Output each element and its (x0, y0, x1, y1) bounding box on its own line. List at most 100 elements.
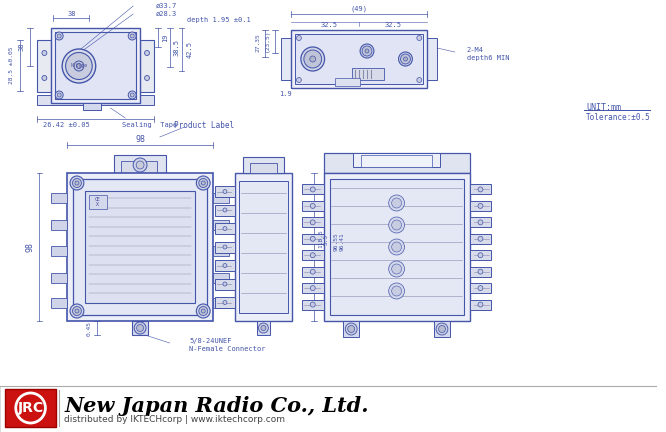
Bar (281, 38, 291, 80)
Bar (470, 234, 492, 244)
Circle shape (196, 176, 210, 190)
Text: 26.42 ±0.05: 26.42 ±0.05 (43, 122, 89, 128)
Bar (470, 250, 492, 260)
Bar (51, 273, 67, 283)
Circle shape (389, 217, 404, 233)
Circle shape (73, 306, 81, 315)
Circle shape (301, 47, 324, 71)
Bar (83, 103, 101, 110)
Circle shape (134, 322, 146, 334)
Circle shape (70, 304, 84, 318)
Text: 98: 98 (135, 134, 145, 143)
Circle shape (438, 325, 446, 333)
Bar (302, 234, 324, 244)
Bar (302, 250, 324, 260)
Text: 118.5
5.5: 118.5 5.5 (318, 230, 329, 248)
Circle shape (201, 181, 205, 185)
Bar (0, 386, 657, 432)
Bar (213, 273, 229, 283)
Circle shape (310, 220, 315, 225)
Bar (73, 179, 207, 315)
Bar (470, 184, 492, 194)
Circle shape (198, 178, 208, 187)
Bar (215, 186, 235, 197)
Circle shape (389, 261, 404, 277)
Circle shape (129, 91, 136, 99)
Bar (213, 220, 229, 230)
Text: 98: 98 (25, 242, 34, 252)
Bar (213, 246, 229, 256)
Bar (302, 217, 324, 227)
Circle shape (223, 208, 227, 212)
Text: N-type: N-type (71, 64, 87, 69)
Text: 42.5: 42.5 (186, 41, 192, 57)
Bar (584, 110, 651, 111)
Circle shape (389, 195, 404, 211)
Bar (353, 153, 440, 167)
Circle shape (70, 176, 84, 190)
Circle shape (478, 236, 483, 241)
Circle shape (62, 49, 96, 83)
Text: distributed by IKTECHcorp | www.iktechcorp.com: distributed by IKTECHcorp | www.iktechco… (64, 416, 285, 425)
Bar (295, 34, 423, 84)
Circle shape (362, 46, 372, 56)
Bar (121, 161, 157, 173)
Circle shape (310, 253, 315, 258)
Circle shape (196, 304, 210, 318)
Circle shape (201, 309, 205, 313)
Bar (324, 153, 470, 173)
Text: ø33.7: ø33.7 (156, 3, 177, 9)
Text: depth6 MIN: depth6 MIN (467, 55, 509, 61)
Text: 96.55
96.41: 96.55 96.41 (334, 232, 345, 251)
Circle shape (73, 178, 81, 187)
Bar (470, 299, 492, 310)
Text: Sealing  Tape: Sealing Tape (123, 122, 178, 128)
Bar (215, 223, 235, 234)
Bar (37, 95, 154, 105)
Text: 38.5: 38.5 (174, 38, 180, 55)
Bar (215, 241, 235, 252)
Bar (51, 246, 67, 256)
Bar (235, 173, 292, 321)
Circle shape (310, 236, 315, 241)
Circle shape (198, 306, 208, 315)
Bar (215, 297, 235, 308)
Bar (89, 195, 107, 209)
Bar (250, 163, 277, 173)
Bar (242, 157, 284, 173)
Bar (352, 68, 384, 80)
Bar (85, 191, 195, 303)
Circle shape (129, 32, 136, 40)
Circle shape (310, 269, 315, 274)
Circle shape (478, 220, 483, 225)
Circle shape (310, 286, 315, 291)
Text: 28.5 ±0.05: 28.5 ±0.05 (9, 46, 15, 84)
Circle shape (436, 323, 448, 335)
Circle shape (310, 187, 315, 192)
Polygon shape (97, 215, 107, 225)
Bar (427, 38, 437, 80)
Bar (324, 173, 470, 321)
Circle shape (296, 77, 302, 83)
Circle shape (478, 253, 483, 258)
Bar (361, 155, 432, 167)
Text: 38: 38 (19, 43, 25, 51)
Text: 27.35: 27.35 (255, 34, 260, 52)
Text: Product Label: Product Label (174, 121, 234, 130)
Circle shape (310, 203, 315, 208)
Circle shape (223, 190, 227, 194)
Text: 32.5: 32.5 (321, 22, 338, 28)
Circle shape (392, 286, 402, 296)
Text: 5/8-24UNEF: 5/8-24UNEF (189, 338, 232, 344)
Circle shape (223, 264, 227, 267)
Bar (470, 201, 492, 211)
Bar (215, 204, 235, 216)
Circle shape (417, 35, 422, 41)
Circle shape (57, 34, 61, 38)
Circle shape (133, 158, 147, 172)
Circle shape (360, 44, 374, 58)
Circle shape (75, 309, 79, 313)
Bar (336, 78, 360, 86)
Circle shape (389, 283, 404, 299)
Circle shape (131, 34, 134, 38)
